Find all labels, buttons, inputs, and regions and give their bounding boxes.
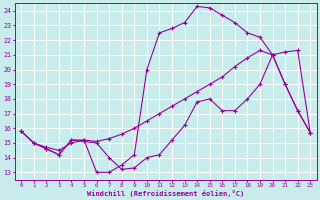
X-axis label: Windchill (Refroidissement éolien,°C): Windchill (Refroidissement éolien,°C): [87, 190, 244, 197]
